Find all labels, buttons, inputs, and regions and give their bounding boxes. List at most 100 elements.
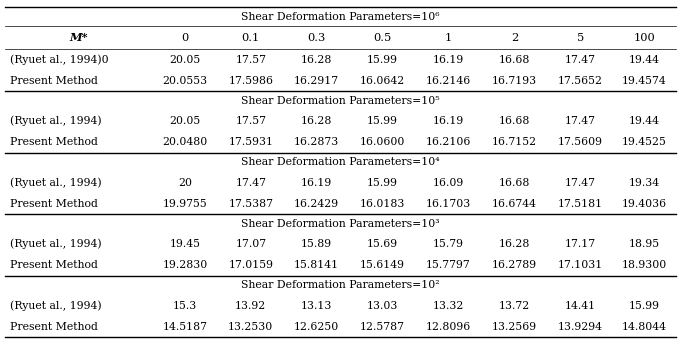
Text: 16.2917: 16.2917: [294, 76, 339, 86]
Text: 16.0600: 16.0600: [360, 137, 405, 147]
Text: 16.68: 16.68: [498, 116, 530, 126]
Text: 16.68: 16.68: [498, 55, 530, 65]
Text: 16.2106: 16.2106: [426, 137, 471, 147]
Text: 13.2569: 13.2569: [492, 322, 537, 332]
Text: 16.2429: 16.2429: [294, 199, 339, 209]
Text: 13.9294: 13.9294: [558, 322, 603, 332]
Text: 13.03: 13.03: [367, 301, 398, 311]
Text: 20.05: 20.05: [170, 116, 200, 126]
Text: 17.57: 17.57: [236, 55, 266, 65]
Text: 16.1703: 16.1703: [426, 199, 471, 209]
Text: 19.44: 19.44: [629, 116, 660, 126]
Text: 16.09: 16.09: [433, 178, 464, 187]
Text: 0.1: 0.1: [242, 33, 260, 43]
Text: 17.5181: 17.5181: [558, 199, 603, 209]
Text: Shear Deformation Parameters=10³: Shear Deformation Parameters=10³: [241, 219, 440, 229]
Text: 17.5387: 17.5387: [228, 199, 273, 209]
Text: 2: 2: [511, 33, 518, 43]
Text: 20.0480: 20.0480: [162, 137, 208, 147]
Text: (Ryuet al., 1994)0: (Ryuet al., 1994)0: [10, 54, 108, 65]
Text: 13.13: 13.13: [301, 301, 332, 311]
Text: 19.34: 19.34: [629, 178, 660, 187]
Text: 17.57: 17.57: [236, 116, 266, 126]
Text: 15.7797: 15.7797: [426, 260, 471, 270]
Text: M*: M*: [69, 32, 88, 43]
Text: 12.6250: 12.6250: [294, 322, 339, 332]
Text: 16.2146: 16.2146: [426, 76, 471, 86]
Text: 15.3: 15.3: [173, 301, 197, 311]
Text: 15.99: 15.99: [367, 116, 398, 126]
Text: 16.7193: 16.7193: [492, 76, 537, 86]
Text: 17.5931: 17.5931: [228, 137, 273, 147]
Text: Shear Deformation Parameters=10⁶: Shear Deformation Parameters=10⁶: [241, 12, 440, 22]
Text: 15.6149: 15.6149: [360, 260, 405, 270]
Text: 17.0159: 17.0159: [228, 260, 273, 270]
Text: 0: 0: [181, 33, 189, 43]
Text: 19.45: 19.45: [170, 239, 200, 249]
Text: 17.47: 17.47: [565, 178, 596, 187]
Text: Present Method: Present Method: [10, 322, 97, 332]
Text: Shear Deformation Parameters=10⁴: Shear Deformation Parameters=10⁴: [241, 158, 440, 168]
Text: 16.19: 16.19: [433, 116, 464, 126]
Text: 15.89: 15.89: [301, 239, 332, 249]
Text: 19.4036: 19.4036: [622, 199, 667, 209]
Text: 13.72: 13.72: [498, 301, 530, 311]
Text: 16.28: 16.28: [301, 55, 332, 65]
Text: 19.9755: 19.9755: [163, 199, 207, 209]
Text: 17.5652: 17.5652: [558, 76, 603, 86]
Text: (Ryuet al., 1994): (Ryuet al., 1994): [10, 116, 101, 127]
Text: 15.99: 15.99: [367, 178, 398, 187]
Text: (Ryuet al., 1994): (Ryuet al., 1994): [10, 178, 101, 188]
Text: 13.2530: 13.2530: [228, 322, 273, 332]
Text: 16.2873: 16.2873: [294, 137, 339, 147]
Text: 14.5187: 14.5187: [162, 322, 208, 332]
Text: (Ryuet al., 1994): (Ryuet al., 1994): [10, 300, 101, 311]
Text: 12.8096: 12.8096: [426, 322, 471, 332]
Text: 16.0642: 16.0642: [360, 76, 405, 86]
Text: 18.9300: 18.9300: [622, 260, 667, 270]
Text: Present Method: Present Method: [10, 199, 97, 209]
Text: 16.19: 16.19: [301, 178, 332, 187]
Text: 17.5986: 17.5986: [228, 76, 273, 86]
Text: 19.4525: 19.4525: [622, 137, 667, 147]
Text: 17.47: 17.47: [565, 55, 596, 65]
Text: Present Method: Present Method: [10, 260, 97, 270]
Text: 16.0183: 16.0183: [360, 199, 405, 209]
Text: 5: 5: [577, 33, 584, 43]
Text: 19.44: 19.44: [629, 55, 660, 65]
Text: Present Method: Present Method: [10, 76, 97, 86]
Text: 100: 100: [633, 33, 655, 43]
Text: 17.17: 17.17: [565, 239, 596, 249]
Text: 17.47: 17.47: [236, 178, 266, 187]
Text: 20.05: 20.05: [170, 55, 200, 65]
Text: 16.19: 16.19: [433, 55, 464, 65]
Text: 15.79: 15.79: [433, 239, 464, 249]
Text: 20.0553: 20.0553: [162, 76, 208, 86]
Text: 12.5787: 12.5787: [360, 322, 405, 332]
Text: 18.95: 18.95: [629, 239, 660, 249]
Text: 17.5609: 17.5609: [558, 137, 603, 147]
Text: Shear Deformation Parameters=10²: Shear Deformation Parameters=10²: [241, 280, 440, 290]
Text: 15.8141: 15.8141: [294, 260, 339, 270]
Text: 20: 20: [178, 178, 192, 187]
Text: 0.5: 0.5: [373, 33, 392, 43]
Text: 15.99: 15.99: [367, 55, 398, 65]
Text: 13.32: 13.32: [433, 301, 464, 311]
Text: 16.28: 16.28: [498, 239, 530, 249]
Text: 0.3: 0.3: [308, 33, 326, 43]
Text: (Ryuet al., 1994): (Ryuet al., 1994): [10, 239, 101, 249]
Text: 19.2830: 19.2830: [162, 260, 208, 270]
Text: 17.1031: 17.1031: [558, 260, 603, 270]
Text: 16.2789: 16.2789: [492, 260, 537, 270]
Text: 13.92: 13.92: [235, 301, 266, 311]
Text: 17.47: 17.47: [565, 116, 596, 126]
Text: 1: 1: [445, 33, 452, 43]
Text: Shear Deformation Parameters=10⁵: Shear Deformation Parameters=10⁵: [241, 96, 440, 106]
Text: 16.7152: 16.7152: [492, 137, 537, 147]
Text: 16.68: 16.68: [498, 178, 530, 187]
Text: Present Method: Present Method: [10, 137, 97, 147]
Text: 16.28: 16.28: [301, 116, 332, 126]
Text: 19.4574: 19.4574: [622, 76, 667, 86]
Text: 14.41: 14.41: [565, 301, 596, 311]
Text: 15.99: 15.99: [629, 301, 660, 311]
